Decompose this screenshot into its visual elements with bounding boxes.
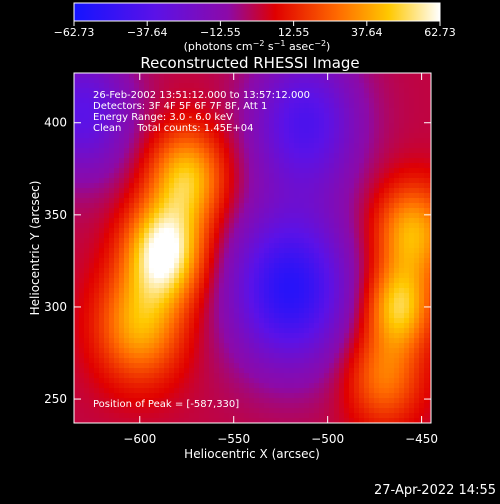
- annotation-time: 26-Feb-2002 13:51:12.000 to 13:57:12.000: [93, 90, 310, 101]
- colorbar-gradient: [74, 3, 440, 21]
- colorbar-tick-label: 62.73: [424, 26, 456, 39]
- annotation-counts: Clean Total counts: 1.45E+04: [93, 123, 253, 134]
- annotation-peak: Position of Peak = [-587,330]: [93, 399, 239, 410]
- x-tick-label: −550: [217, 432, 250, 446]
- annotation-detectors: Detectors: 3F 4F 5F 6F 7F 8F, Att 1: [93, 101, 267, 112]
- colorbar-tick-label: 12.55: [278, 26, 310, 39]
- colorbar-tick-label: −37.64: [127, 26, 168, 39]
- y-tick-label: 300: [44, 300, 67, 314]
- x-tick-label: −450: [405, 432, 438, 446]
- colorbar-ticks: −62.73 −37.64 −12.55 12.55 37.64 62.73: [54, 21, 456, 39]
- y-tick-label: 350: [44, 208, 67, 222]
- y-tick-label: 250: [44, 392, 67, 406]
- colorbar-tick-label: 37.64: [351, 26, 383, 39]
- colorbar: −62.73 −37.64 −12.55 12.55 37.64 62.73 (photo…: [54, 3, 456, 53]
- x-tick-label: −600: [123, 432, 156, 446]
- annotation-energy: Energy Range: 3.0 - 6.0 keV: [93, 112, 233, 123]
- colorbar-tick-label: −62.73: [54, 26, 95, 39]
- chart-title: Reconstructed RHESSI Image: [140, 54, 359, 72]
- y-tick-label: 400: [44, 116, 67, 130]
- y-axis-label: Heliocentric Y (arcsec): [28, 181, 42, 316]
- colorbar-units: (photons cm−2 s−1 asec−2): [184, 39, 331, 53]
- colorbar-tick-label: −12.55: [200, 26, 241, 39]
- footer-timestamp: 27-Apr-2022 14:55: [374, 483, 496, 498]
- x-axis-label: Heliocentric X (arcsec): [184, 447, 320, 461]
- x-tick-label: −500: [311, 432, 344, 446]
